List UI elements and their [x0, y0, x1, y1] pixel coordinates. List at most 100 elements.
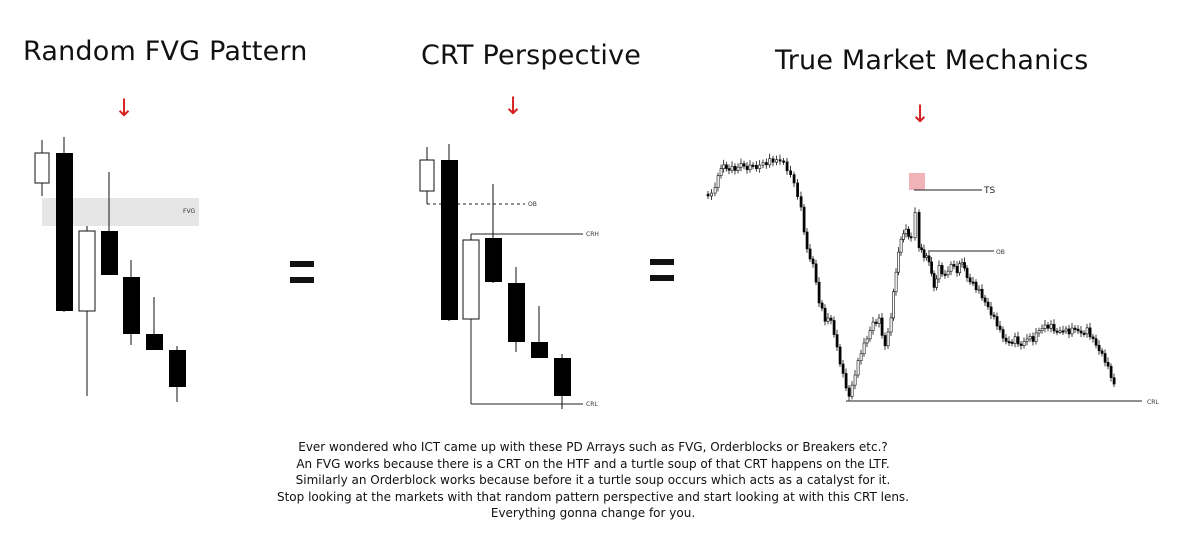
bull-candle — [925, 255, 929, 258]
bull-candle — [758, 164, 762, 169]
bear-candle — [1055, 330, 1059, 333]
bear-candle — [838, 346, 842, 365]
bull-candle — [859, 353, 863, 362]
bear-candle — [1103, 353, 1107, 363]
down-arrow-icon: ↓ — [503, 92, 524, 120]
bull-candle — [730, 165, 734, 171]
bear-candle — [955, 266, 959, 274]
bear-candle — [1076, 328, 1080, 332]
ts-label: TS — [983, 186, 995, 196]
bear-candle — [706, 193, 710, 197]
bear-candle — [920, 247, 924, 251]
bull-candle — [1013, 336, 1017, 344]
bear-candle — [169, 350, 186, 387]
bear-candle — [485, 238, 502, 282]
bear-candle — [820, 302, 824, 309]
bull-candle — [775, 159, 779, 163]
bear-candle — [101, 231, 118, 275]
bull-candle — [1028, 336, 1032, 340]
bear-candle — [927, 255, 931, 263]
bear-candle — [992, 314, 996, 317]
bull-candle — [1037, 330, 1041, 334]
bull-candle — [856, 360, 860, 376]
bear-candle — [847, 387, 851, 397]
bull-candle — [892, 291, 896, 319]
crh-label: CRH — [586, 231, 599, 238]
caption-line: Ever wondered who ICT came up with these… — [298, 440, 888, 454]
bull-candle — [1049, 323, 1053, 329]
bull-candle — [897, 251, 901, 273]
bull-candle — [768, 158, 772, 166]
bear-candle — [733, 165, 737, 171]
bull-candle — [937, 265, 941, 280]
bull-candle — [761, 162, 765, 166]
bull-candle — [977, 288, 981, 292]
bull-candle — [850, 384, 854, 397]
bear-candle — [995, 316, 999, 327]
bear-candle — [974, 281, 978, 291]
bull-candle — [713, 187, 717, 194]
bull-candle — [710, 192, 714, 197]
bull-candle — [1058, 330, 1062, 333]
panel-random-fvg: FVG — [34, 137, 199, 402]
bear-candle — [1052, 323, 1056, 332]
bear-candle — [146, 334, 163, 350]
bear-candle — [56, 153, 73, 311]
bear-candle — [829, 317, 833, 321]
bull-candle — [865, 338, 869, 344]
bear-candle — [1091, 336, 1095, 339]
equals-sign-icon — [650, 259, 674, 281]
bear-candle — [771, 158, 775, 163]
bear-candle — [1067, 328, 1071, 335]
bull-candle — [946, 270, 950, 276]
bull-candle — [722, 164, 726, 169]
bear-candle — [1112, 377, 1116, 385]
bear-candle — [1094, 338, 1098, 346]
bear-candle — [940, 265, 944, 275]
bear-candle — [755, 164, 758, 169]
equals-sign-icon — [290, 261, 314, 283]
ts-highlight — [909, 173, 925, 190]
crl-label: CRL — [1147, 399, 1159, 406]
bear-candle — [1100, 350, 1104, 354]
bear-candle — [965, 267, 969, 279]
bear-candle — [971, 281, 975, 284]
bear-candle — [808, 248, 812, 260]
bull-candle — [716, 175, 720, 188]
bear-candle — [1097, 344, 1101, 352]
bear-candle — [1061, 330, 1065, 333]
bear-candle — [983, 297, 987, 303]
ob-label: OB — [996, 249, 1005, 256]
fvg-label: FVG — [183, 208, 196, 215]
bull-candle — [1034, 332, 1038, 342]
bear-candle — [823, 307, 827, 322]
bear-candle — [1010, 341, 1014, 344]
bull-candle — [913, 212, 917, 238]
bull-candle — [862, 342, 866, 355]
bear-candle — [917, 212, 921, 249]
bear-candle — [554, 358, 571, 396]
title-true-market-mechanics: True Market Mechanics — [775, 45, 1089, 76]
bear-candle — [1079, 330, 1083, 334]
bear-candle — [943, 273, 947, 276]
bull-candle — [1085, 327, 1089, 335]
bear-candle — [1073, 327, 1077, 330]
bull-candle — [899, 239, 903, 253]
bear-candle — [796, 182, 800, 197]
caption-line: Everything gonna change for you. — [490, 506, 696, 520]
bear-candle — [1088, 327, 1092, 338]
bull-candle — [894, 271, 898, 293]
bear-candle — [814, 263, 818, 283]
bear-candle — [989, 306, 993, 316]
bear-candle — [1046, 324, 1050, 329]
bear-candle — [874, 321, 878, 324]
bull-candle — [78, 230, 96, 312]
bear-candle — [778, 159, 782, 162]
panel-crt: OB CRH CRL — [419, 144, 599, 409]
down-arrow-icon: ↓ — [114, 94, 135, 122]
bear-candle — [805, 231, 809, 250]
caption-line: An FVG works because there is a CRT on t… — [296, 456, 890, 471]
bear-candle — [883, 335, 887, 347]
bear-candle — [932, 273, 936, 288]
